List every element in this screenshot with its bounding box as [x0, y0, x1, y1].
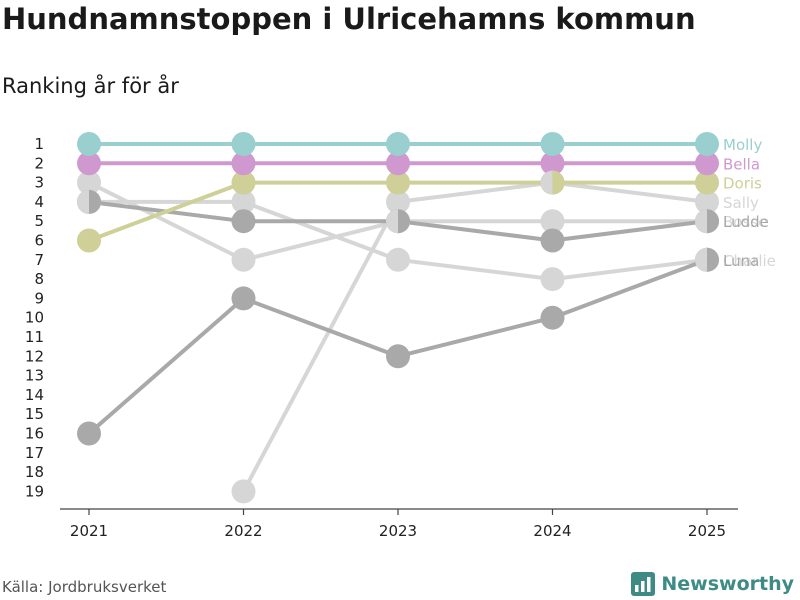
y-tick-label: 17 [25, 444, 44, 462]
y-tick-label: 3 [34, 174, 44, 192]
y-tick-label: 1 [34, 135, 44, 153]
data-point-bella [386, 151, 410, 176]
y-tick-label: 2 [34, 154, 44, 172]
data-point-sally [231, 479, 256, 504]
data-point-molly [695, 132, 719, 156]
data-point-ludde [540, 228, 565, 253]
data-point-ludde [707, 209, 719, 234]
data-point-ludde [231, 209, 256, 234]
y-tick-label: 18 [25, 463, 44, 481]
data-point-molly [77, 132, 101, 156]
data-point-molly [231, 132, 256, 156]
data-point-ludde [398, 209, 410, 234]
data-point-luna [540, 305, 565, 330]
y-tick-label: 7 [34, 251, 44, 269]
data-point-bella [231, 151, 256, 176]
data-point-bosse [231, 247, 256, 272]
legend-label-bosse: Bosse [723, 213, 767, 231]
legend-label-ludde: Ludde [723, 213, 769, 231]
data-point-luna [707, 247, 719, 272]
data-point-bella [540, 151, 565, 176]
data-point-charlie [386, 247, 410, 272]
source-note: Källa: Jordbruksverket [2, 578, 167, 596]
data-point-charlie [540, 267, 565, 292]
data-point-doris [552, 170, 565, 195]
data-point-doris [231, 170, 256, 195]
x-tick-label: 2021 [70, 522, 108, 540]
y-tick-label: 19 [25, 482, 44, 500]
legend-label-molly: Molly [723, 136, 762, 154]
x-tick-label: 2022 [224, 522, 262, 540]
y-tick-label: 4 [34, 193, 44, 211]
brand-name: Newsworthy [661, 573, 794, 595]
data-point-doris [386, 170, 410, 195]
data-point-molly [540, 132, 565, 156]
legend-label-luna: Luna [723, 252, 759, 270]
data-point-bella [77, 151, 101, 176]
data-point-doris [77, 228, 101, 253]
chart-subtitle: Ranking år för år [2, 74, 179, 98]
data-point-bosse [77, 170, 101, 195]
data-point-bosse [540, 209, 565, 234]
data-point-bella [695, 151, 719, 176]
data-point-sally [386, 189, 410, 214]
newsworthy-logo-icon [631, 572, 656, 596]
y-tick-label: 9 [34, 289, 44, 307]
y-tick-label: 11 [25, 328, 44, 346]
y-tick-label: 16 [25, 425, 44, 443]
data-point-luna [386, 344, 410, 369]
y-tick-label: 13 [25, 367, 44, 385]
y-tick-label: 5 [34, 212, 44, 230]
y-tick-label: 12 [25, 347, 44, 365]
data-point-molly [386, 132, 410, 156]
x-tick-label: 2023 [379, 522, 417, 540]
y-tick-label: 8 [34, 270, 44, 288]
data-point-sally [695, 189, 719, 214]
data-point-luna [77, 421, 101, 446]
y-tick-label: 15 [25, 405, 44, 423]
x-tick-label: 2024 [533, 522, 571, 540]
legend-label-bella: Bella [723, 155, 760, 173]
chart-title: Hundnamnstoppen i Ulricehamns kommun [2, 2, 696, 36]
brand-logo: Newsworthy [631, 569, 794, 599]
legend-label-doris: Doris [723, 175, 762, 193]
x-tick-label: 2025 [688, 522, 726, 540]
data-point-doris [695, 170, 719, 195]
y-tick-label: 10 [25, 309, 44, 327]
legend-label-charlie: Charlie [723, 252, 776, 270]
y-tick-label: 14 [25, 386, 44, 404]
data-point-charlie [231, 189, 256, 214]
y-tick-label: 6 [34, 232, 44, 250]
data-point-ludde [89, 189, 101, 214]
series-line-sally [241, 180, 708, 493]
data-point-luna [231, 286, 256, 311]
legend-label-sally: Sally [723, 194, 759, 212]
